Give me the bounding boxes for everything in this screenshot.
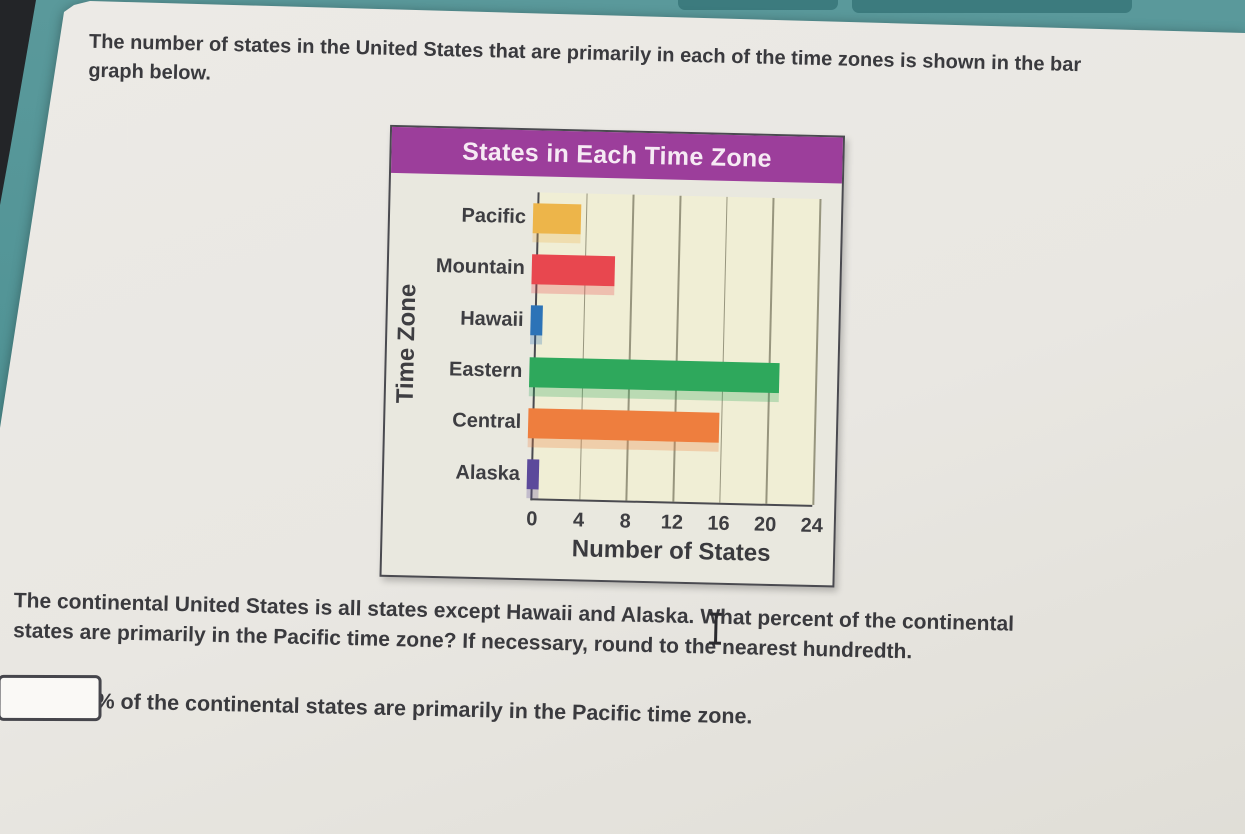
intro-text: The number of states in the United State… bbox=[88, 28, 1082, 109]
answer-suffix-text: % of the continental states are primaril… bbox=[95, 688, 753, 729]
bar-central bbox=[527, 408, 720, 443]
bar-row-alaska: Alaska bbox=[383, 445, 813, 506]
y-label-hawaii: Hawaii bbox=[459, 307, 524, 331]
x-axis-title: Number of States bbox=[571, 535, 771, 567]
x-tick-8: 8 bbox=[619, 510, 632, 533]
bar-chart-card: States in Each Time Zone Time Zone Pacif… bbox=[379, 124, 846, 588]
y-label-mountain: Mountain bbox=[435, 255, 526, 280]
chart-body: Time Zone Pacific Mountain Hawaii Eastern Ce… bbox=[382, 173, 842, 586]
text-cursor-icon bbox=[707, 610, 724, 646]
background-tab-shape bbox=[678, 0, 838, 10]
x-tick-20: 20 bbox=[753, 513, 777, 537]
question-text: The continental United States is all sta… bbox=[13, 586, 1015, 669]
bar-track bbox=[529, 356, 816, 394]
background-tab-shape bbox=[852, 0, 1132, 13]
y-label-pacific: Pacific bbox=[461, 204, 527, 229]
bar-track bbox=[531, 254, 818, 291]
answer-input[interactable] bbox=[0, 674, 102, 722]
bar-eastern bbox=[529, 356, 780, 393]
bar-alaska bbox=[526, 459, 540, 490]
bar-mountain bbox=[531, 254, 616, 287]
bar-track bbox=[526, 459, 814, 496]
x-tick-16: 16 bbox=[707, 512, 730, 535]
x-tick-24: 24 bbox=[800, 514, 824, 538]
bar-pacific bbox=[532, 202, 581, 235]
bar-rows: Pacific Mountain Hawaii Eastern Central Alask… bbox=[383, 189, 819, 507]
bar-track bbox=[532, 202, 820, 240]
x-tick-0: 0 bbox=[526, 508, 538, 531]
y-label-alaska: Alaska bbox=[455, 461, 521, 485]
bar-track bbox=[530, 305, 817, 343]
bar-hawaii bbox=[530, 305, 543, 336]
bar-track bbox=[527, 408, 815, 445]
answer-row: % of the continental states are primaril… bbox=[0, 674, 753, 738]
x-tick-4: 4 bbox=[572, 509, 585, 532]
y-label-eastern: Eastern bbox=[448, 358, 523, 383]
x-tick-12: 12 bbox=[660, 511, 684, 534]
y-label-central: Central bbox=[452, 409, 522, 434]
